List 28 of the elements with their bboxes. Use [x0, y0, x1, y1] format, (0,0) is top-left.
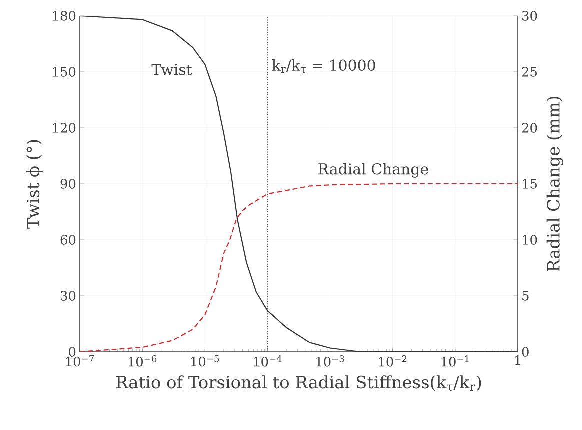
y2-tick-label: 5: [522, 291, 529, 301]
y2-tick-label: 20: [522, 123, 538, 133]
y-tick-label: 180: [53, 11, 76, 21]
annotation: k$_{r}$/k$_{τ}$ = 10000: [272, 59, 376, 74]
x-tick-label: 10$^{−1}$: [442, 356, 469, 367]
y-tick-label: 150: [53, 67, 76, 77]
y-tick-label: 30: [60, 291, 76, 301]
y2-tick-label: 15: [523, 179, 537, 189]
x-tick-label: 10$^{−4}$: [254, 356, 282, 367]
x-tick-label: 10$^{−3}$: [316, 356, 344, 367]
y2-tick-label: 25: [522, 67, 537, 77]
x-axis-title: Ratio of Torsional to Radial Stiffness(k$_{τ}$/k$_{r}$): [116, 376, 482, 392]
y2-axis-title: Radial Change (mm): [546, 96, 564, 272]
x-tick-label: 1: [515, 356, 520, 366]
series-label: Twist: [152, 64, 192, 76]
y-tick-label: 120: [53, 123, 76, 133]
y-tick-label: 0: [69, 347, 76, 357]
series-label: Radial Change: [318, 163, 428, 178]
x-tick-label: 10$^{−2}$: [379, 356, 407, 367]
x-tick-label: 10$^{−7}$: [66, 356, 94, 367]
y2-tick-label: 30: [522, 11, 538, 21]
x-tick-label: 10$^{−5}$: [192, 356, 220, 367]
y-tick-label: 60: [60, 235, 76, 245]
y2-tick-label: 10: [523, 235, 538, 245]
y-tick-label: 90: [60, 179, 76, 189]
x-tick-label: 10$^{−6}$: [128, 356, 157, 367]
y2-tick-label: 0: [522, 347, 529, 357]
y-axis-title: Twist ϕ (°): [26, 140, 43, 229]
